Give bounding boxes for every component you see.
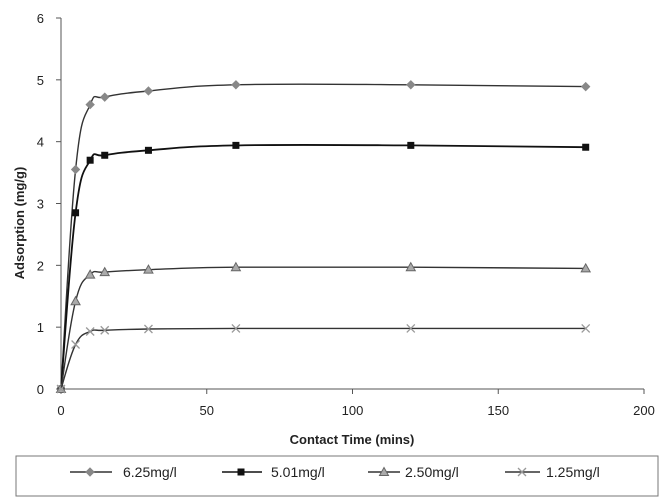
data-point [581,323,591,333]
legend-item-3: 2.50mg/l [368,464,459,480]
y-tick-label: 0 [37,382,44,397]
data-point [86,156,94,164]
data-point [405,261,417,272]
legend-marker [237,468,245,476]
series-layer [55,80,592,394]
legend-item-4: 1.25mg/l [505,464,600,480]
data-point [99,266,111,277]
data-point [84,269,96,279]
y-axis-title: Adsorption (mg/g) [12,167,27,280]
data-point [230,261,242,272]
series-2.50mg/l [55,261,592,393]
data-point [72,209,80,217]
data-point [100,92,110,102]
y-tick-label: 2 [37,258,44,273]
x-tick-label: 100 [342,403,364,418]
data-point [101,151,109,159]
data-point [406,80,416,90]
legend-item-1: 6.25mg/l [70,464,177,480]
data-point [70,295,81,306]
data-point [85,99,95,110]
data-point [143,86,154,96]
data-point [582,143,590,151]
data-point [56,384,66,394]
data-point [100,325,110,335]
legend-marker [85,467,95,477]
data-point [143,264,154,274]
series-6.25mg/l [56,80,591,394]
series-1.25mg/l [56,323,591,394]
data-point [580,262,592,273]
x-axis-title: Contact Time (mins) [290,432,415,447]
y-tick-label: 5 [37,73,44,88]
data-point [143,324,153,334]
x-tick-label: 50 [200,403,214,418]
legend-label: 2.50mg/l [405,464,459,480]
legend-label: 1.25mg/l [546,464,600,480]
y-tick-label: 4 [37,135,44,150]
data-point [85,327,95,336]
data-point [407,141,415,149]
axes [56,17,645,394]
data-point [406,323,416,333]
tick-labels: 0 1 2 3 4 5 6 0 50 100 150 200 [37,11,655,418]
data-point [580,81,591,92]
legend-label: 5.01mg/l [271,464,325,480]
data-point [71,340,81,349]
series-line [60,83,586,390]
data-point [144,146,152,154]
data-point [231,80,241,90]
y-tick-label: 3 [37,197,44,212]
data-point [70,164,81,175]
data-point [232,141,240,149]
x-tick-label: 200 [633,403,655,418]
x-tick-label: 150 [487,403,509,418]
legend-label: 6.25mg/l [123,464,177,480]
x-tick-label: 0 [57,403,64,418]
legend-item-2: 5.01mg/l [222,464,325,480]
data-point [231,323,241,333]
legend-box [15,455,659,497]
legend-marker [517,467,527,477]
y-tick-label: 1 [37,320,44,335]
legend: 6.25mg/l 5.01mg/l 2.50mg/l 1.25mg/l [15,455,659,497]
legend-marker [378,466,390,476]
series-line [60,327,586,390]
y-tick-label: 6 [37,11,44,26]
